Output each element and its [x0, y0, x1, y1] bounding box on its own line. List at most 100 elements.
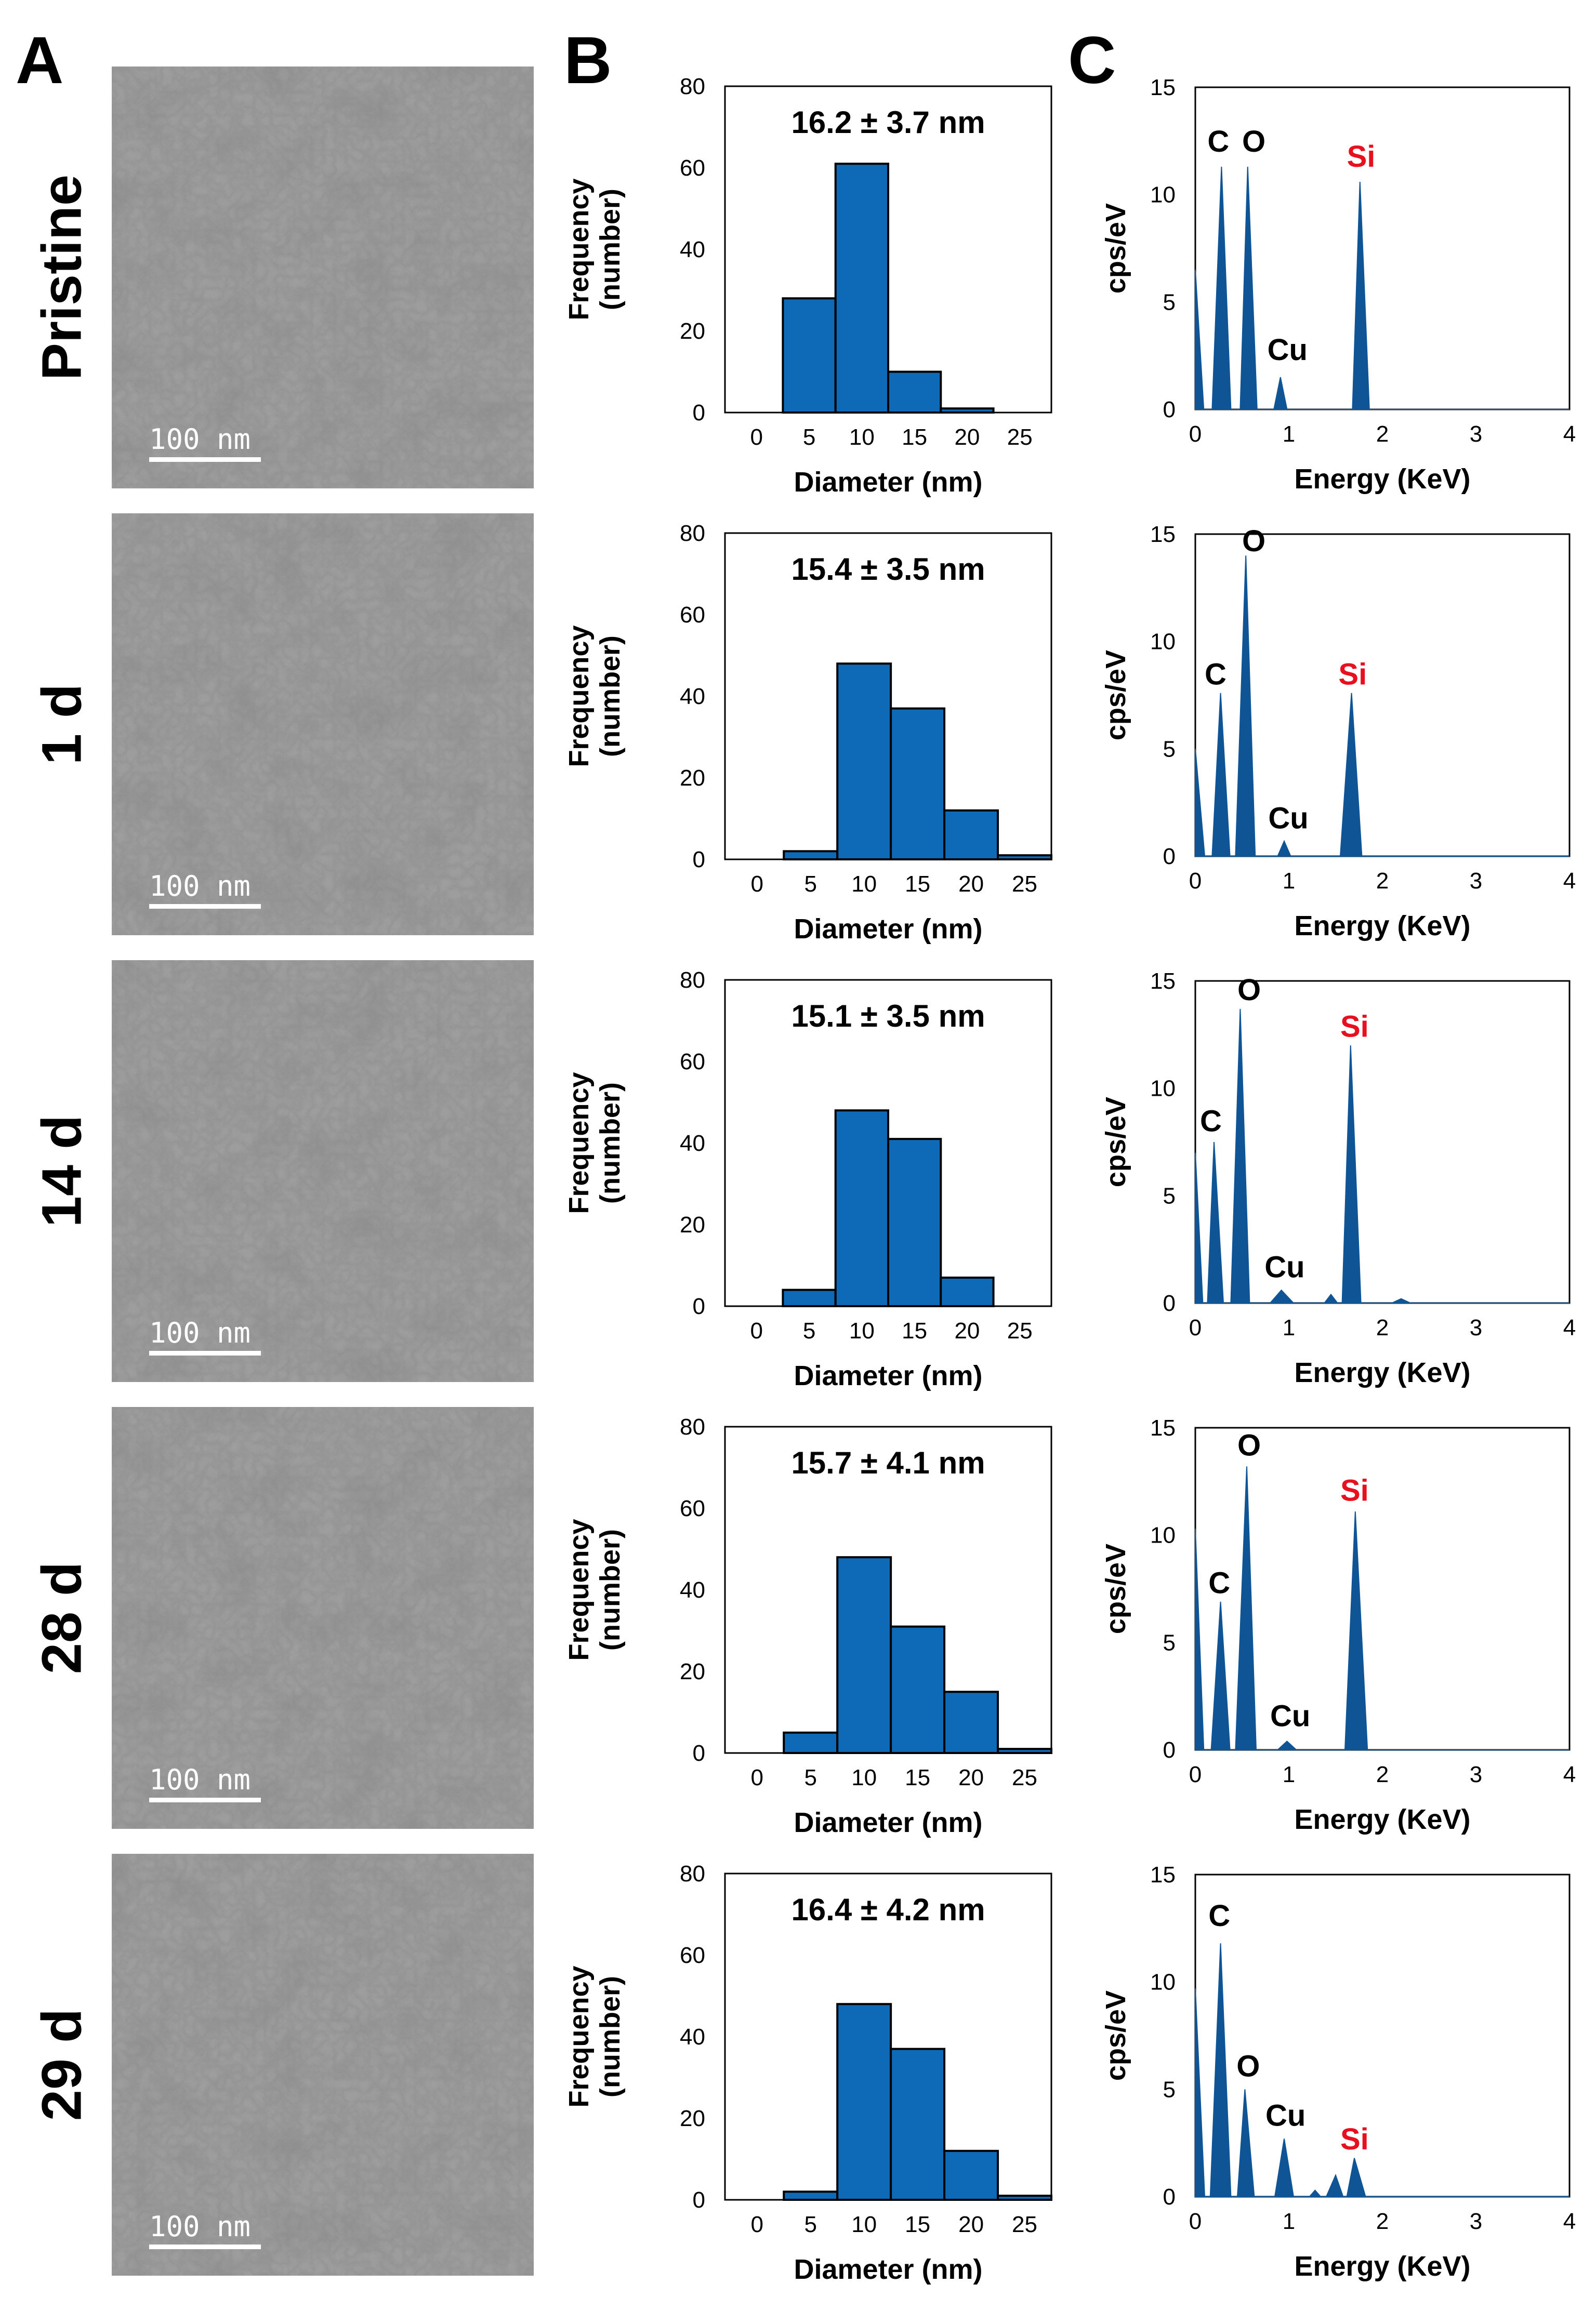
x-tick-label: 25: [1007, 1318, 1033, 1344]
element-label-si: Si: [1340, 1474, 1369, 1508]
x-tick-label: 20: [958, 1765, 984, 1790]
x-tick-label: 10: [849, 424, 875, 450]
element-label-si: Si: [1347, 140, 1376, 174]
tem-micrograph: 100 nm: [112, 1854, 534, 2276]
scale-bar: [149, 1798, 261, 1802]
x-tick-label: 4: [1563, 1315, 1576, 1340]
y-tick-label: 5: [1163, 736, 1176, 762]
x-tick-label: 25: [1007, 424, 1033, 450]
y-tick-label: 40: [680, 1577, 705, 1603]
x-tick-label: 10: [851, 2212, 877, 2237]
x-tick-label: 0: [1189, 1315, 1202, 1340]
histogram-column: 0 5 10 15 20 25 0 20 40 60 80 16.2 ± 3.7 nm Diameter…: [563, 74, 1053, 2285]
y-tick-label: 10: [1150, 629, 1176, 655]
tem-micrograph: 100 nm: [112, 67, 534, 488]
x-axis-title: Diameter (nm): [794, 2254, 982, 2285]
x-tick-label: 15: [905, 871, 930, 897]
panel-letter-a: A: [16, 23, 63, 98]
tem-column: Pristine 100 nm 1 d 100 nm 14 d 100 nm 28 d 100…: [30, 67, 534, 2276]
y-tick-label: 0: [1163, 1737, 1176, 1763]
element-label-c: C: [1205, 657, 1226, 691]
panel-letter-b: B: [564, 23, 612, 98]
y-axis-title: cps/eV: [1100, 1544, 1131, 1634]
y-axis-title-line1: Frequency: [563, 1519, 595, 1661]
plot-area: [1194, 1874, 1571, 2198]
y-tick-label: 20: [680, 1212, 705, 1238]
y-tick-label: 15: [1150, 1415, 1176, 1441]
y-tick-label: 0: [1163, 1291, 1176, 1316]
x-tick-label: 15: [905, 2212, 930, 2237]
y-tick-label: 0: [1163, 2184, 1176, 2210]
scale-bar: [149, 1351, 261, 1356]
y-tick-label: 40: [680, 237, 705, 262]
x-tick-label: 25: [1012, 1765, 1037, 1790]
y-axis-title-line1: Frequency: [563, 1072, 595, 1214]
y-axis-title-line2: (number): [595, 1082, 626, 1204]
element-label-cu: Cu: [1268, 801, 1308, 835]
x-tick-label: 1: [1283, 1762, 1295, 1787]
histogram-bar: [782, 297, 837, 414]
histogram-bar: [997, 854, 1053, 861]
y-tick-label: 40: [680, 1131, 705, 1156]
y-tick-label: 0: [1163, 397, 1176, 422]
x-tick-label: 0: [750, 424, 763, 450]
y-tick-label: 10: [1150, 1970, 1176, 1995]
mean-size-annotation: 16.2 ± 3.7 nm: [791, 105, 985, 140]
tem-row-2: 14 d 100 nm: [30, 960, 534, 1382]
row-label: 1 d: [30, 684, 93, 765]
spectrum-area: [1195, 166, 1569, 410]
tem-row-1: 1 d 100 nm: [30, 513, 534, 935]
y-tick-label: 40: [680, 2024, 705, 2050]
histogram-bar: [890, 2048, 946, 2201]
x-tick-label: 2: [1376, 1315, 1389, 1340]
scale-bar-label: 100 nm: [149, 870, 250, 902]
mean-size-annotation: 15.1 ± 3.5 nm: [791, 999, 985, 1033]
x-tick-label: 5: [804, 871, 816, 897]
x-tick-label: 0: [751, 871, 763, 897]
element-label-cu: Cu: [1264, 1250, 1304, 1284]
x-tick-label: 3: [1470, 421, 1482, 447]
y-tick-label: 0: [693, 847, 705, 872]
scale-bar: [149, 457, 261, 462]
y-tick-label: 20: [680, 2106, 705, 2131]
histogram-bar: [943, 2149, 999, 2201]
tem-row-4: 29 d 100 nm: [30, 1854, 534, 2276]
x-tick-label: 1: [1283, 2209, 1295, 2234]
x-tick-label: 5: [803, 424, 815, 450]
y-tick-label: 5: [1163, 2077, 1176, 2102]
eds-spectrum-4: 0 1 2 3 4 0 5 10 15 C OCu Si Energy (KeV) cps/eV: [1100, 1862, 1576, 2282]
mean-size-annotation: 15.4 ± 3.5 nm: [791, 552, 985, 587]
x-tick-label: 1: [1283, 1315, 1295, 1340]
scale-bar-label: 100 nm: [149, 2210, 250, 2243]
spectrum-area: [1195, 1008, 1569, 1304]
x-tick-label: 2: [1376, 2209, 1389, 2234]
x-axis-title: Diameter (nm): [794, 1360, 982, 1391]
histogram-bar: [836, 2003, 892, 2201]
y-tick-label: 0: [693, 1741, 705, 1766]
x-axis-title: Diameter (nm): [794, 1807, 982, 1838]
x-axis-title: Energy (KeV): [1294, 910, 1470, 941]
spectrum-area: [1195, 555, 1569, 857]
y-axis-title-line2: (number): [595, 1529, 626, 1651]
x-tick-label: 15: [902, 1318, 927, 1344]
x-tick-label: 0: [1189, 421, 1202, 447]
x-axis-title: Energy (KeV): [1294, 1804, 1470, 1835]
element-label-c: C: [1207, 125, 1229, 158]
histogram-bar: [782, 1289, 837, 1308]
element-label-o: O: [1242, 125, 1265, 158]
x-tick-label: 1: [1283, 421, 1295, 447]
x-tick-label: 0: [751, 1765, 763, 1790]
element-label-c: C: [1208, 1899, 1230, 1933]
x-tick-label: 20: [958, 871, 984, 897]
element-label-o: O: [1242, 524, 1265, 558]
x-tick-label: 4: [1563, 421, 1576, 447]
x-tick-label: 2: [1376, 421, 1389, 447]
y-axis-title-line1: Frequency: [563, 178, 595, 320]
y-tick-label: 20: [680, 318, 705, 344]
x-tick-label: 0: [751, 2212, 763, 2237]
eds-spectrum-1: 0 1 2 3 4 0 5 10 15 O C Cu Si Energy (KeV) cps/eV: [1100, 522, 1576, 941]
histogram-bar: [940, 1277, 995, 1308]
element-label-cu: Cu: [1265, 2099, 1305, 2133]
x-tick-label: 10: [851, 871, 877, 897]
